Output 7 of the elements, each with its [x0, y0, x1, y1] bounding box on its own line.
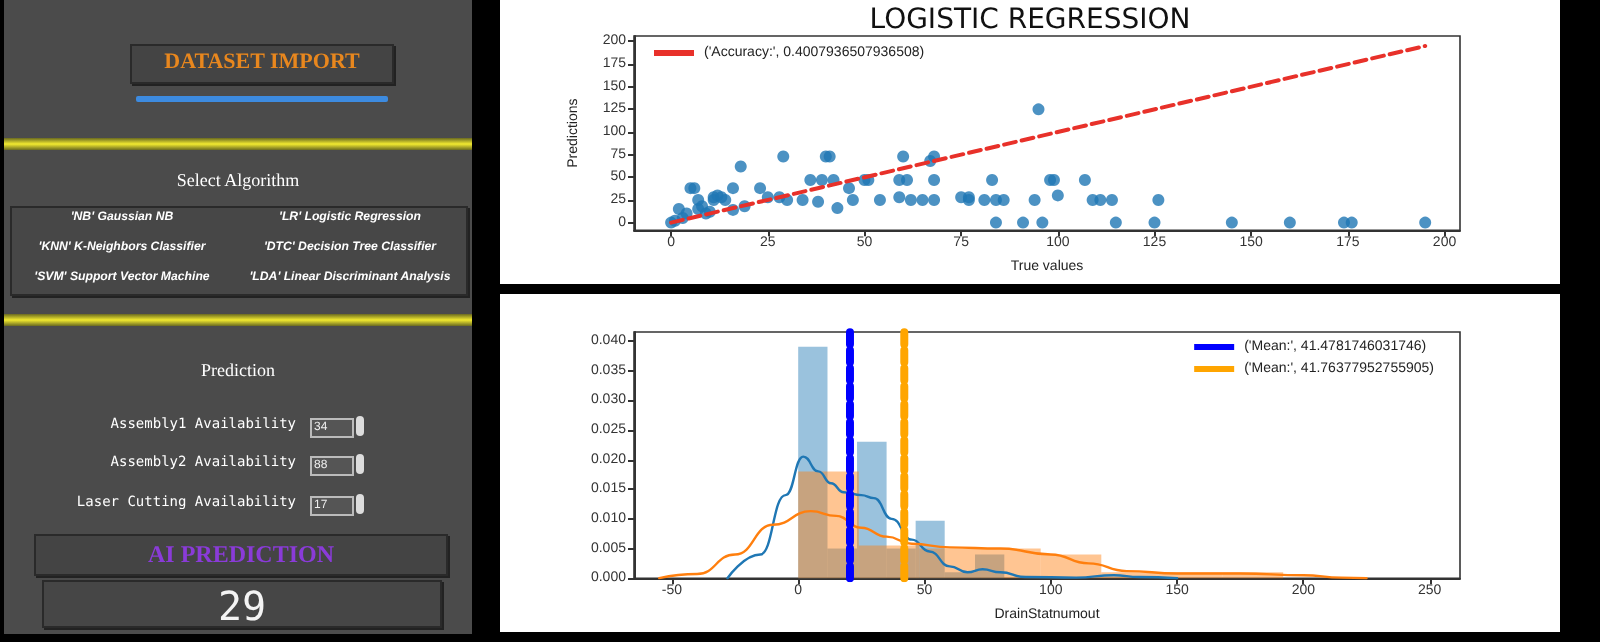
text: DATASET IMPORT: [162, 50, 362, 74]
line-series: [658, 509, 1368, 580]
chart-title: LOGISTIC REGRESSION: [869, 4, 1191, 36]
text: 29: [44, 582, 440, 630]
text: AI PREDICTION: [36, 540, 446, 570]
text: Select Algorithm: [174, 170, 302, 190]
text: Prediction: [199, 360, 277, 380]
